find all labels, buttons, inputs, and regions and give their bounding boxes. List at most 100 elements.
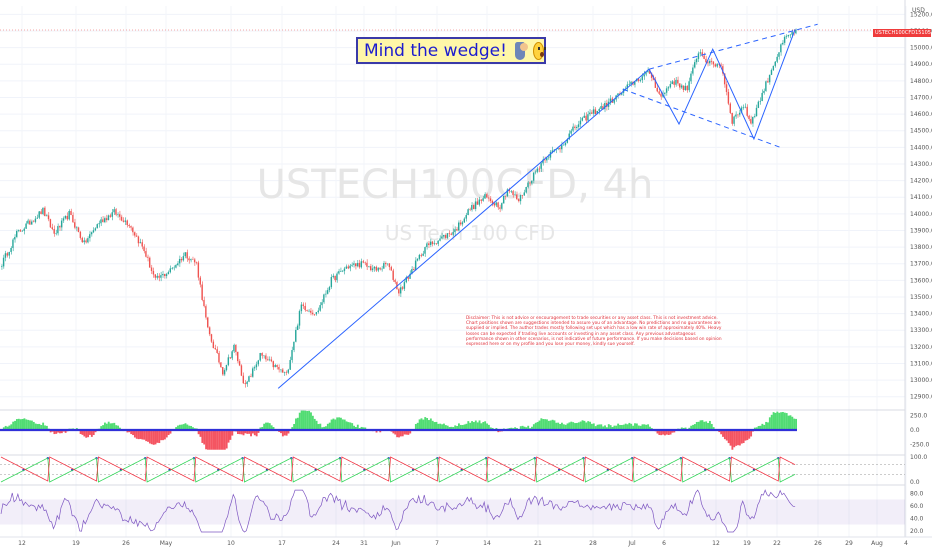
momentum-bar xyxy=(561,422,563,431)
momentum-bar xyxy=(737,430,739,446)
momentum-bar xyxy=(695,421,698,431)
momentum-bar xyxy=(205,430,208,450)
momentum-bar xyxy=(272,427,275,431)
momentum-bar xyxy=(521,425,524,431)
momentum-bar xyxy=(188,425,191,431)
momentum-bar xyxy=(59,430,61,434)
candle xyxy=(527,180,529,189)
candle xyxy=(64,215,67,220)
candle xyxy=(107,214,110,221)
candle xyxy=(57,223,59,236)
candle xyxy=(338,268,340,275)
candle xyxy=(87,236,89,244)
momentum-bar xyxy=(36,424,39,431)
candle xyxy=(369,264,372,272)
candle xyxy=(656,84,658,93)
rsi-tick-label: 60.0 xyxy=(910,503,924,510)
candle xyxy=(137,235,140,247)
candle xyxy=(14,234,16,243)
candle xyxy=(590,110,593,115)
time-tick-label: 14 xyxy=(483,540,491,547)
momentum-bar xyxy=(220,430,223,450)
momentum-bar xyxy=(147,430,149,442)
time-tick-label: 6 xyxy=(662,540,666,547)
momentum-bar xyxy=(10,424,13,431)
momentum-bar xyxy=(622,424,625,431)
momentum-bar xyxy=(456,426,458,431)
momentum-bar xyxy=(218,430,221,450)
candle xyxy=(472,203,475,210)
candle xyxy=(763,88,765,95)
candle xyxy=(671,79,673,85)
candle xyxy=(772,65,775,72)
momentum-bar xyxy=(190,425,193,431)
price-tick-label: 14400.0 xyxy=(910,144,932,151)
momentum-bar xyxy=(457,423,460,431)
momentum-bar xyxy=(287,430,290,434)
candle xyxy=(229,357,231,359)
price-tick-label: 14800.0 xyxy=(910,78,932,85)
candle xyxy=(699,49,702,57)
momentum-bar xyxy=(723,430,726,440)
candle xyxy=(169,265,171,274)
wedge-callout-text: Mind the wedge! xyxy=(364,40,507,61)
candle xyxy=(688,77,690,93)
candle xyxy=(752,116,754,127)
momentum-bar xyxy=(343,419,346,431)
candle xyxy=(692,64,694,76)
candle xyxy=(180,257,183,263)
candle xyxy=(167,270,170,275)
rsi-band xyxy=(0,499,905,525)
candle xyxy=(768,74,771,85)
candle xyxy=(677,76,679,86)
candle xyxy=(725,80,728,96)
momentum-bar xyxy=(340,417,342,431)
oscillator-tick-label: 100.0 xyxy=(910,454,927,461)
candle xyxy=(310,308,312,316)
momentum-bar xyxy=(662,430,665,435)
candle xyxy=(4,250,7,262)
oscillator-down-line xyxy=(0,456,796,482)
candle xyxy=(139,238,142,244)
momentum-bar xyxy=(328,422,331,431)
momentum-bar xyxy=(304,410,307,431)
candle xyxy=(325,290,327,298)
candle xyxy=(10,246,12,255)
momentum-bar xyxy=(471,421,473,431)
momentum-bar xyxy=(536,422,539,431)
candle xyxy=(1,264,3,270)
momentum-bar xyxy=(538,420,541,431)
candle xyxy=(94,227,97,232)
candle xyxy=(302,302,304,309)
candle xyxy=(60,217,63,231)
momentum-bar xyxy=(6,426,9,431)
candle xyxy=(266,356,269,361)
rsi-tick-label: 80.0 xyxy=(910,490,924,497)
candle xyxy=(351,262,353,267)
momentum-bar xyxy=(109,423,112,431)
time-tick-label: 24 xyxy=(332,540,340,547)
momentum-bar xyxy=(321,427,324,431)
momentum-bar xyxy=(759,425,762,431)
momentum-bar xyxy=(547,420,550,431)
candle xyxy=(416,258,419,262)
candle xyxy=(680,83,683,89)
momentum-bar xyxy=(394,430,397,435)
momentum-bar xyxy=(474,420,477,431)
momentum-bar xyxy=(152,430,155,445)
momentum-bar xyxy=(705,421,708,431)
time-axis[interactable]: 12 19 26 May 10 17 24 31 Jun 7 14 21 28 Jul 6 12 19 22 26 2… xyxy=(0,536,932,547)
price-axis[interactable]: 12900.0 13000.0 13100.0 13200.0 13300.0 13400… xyxy=(910,11,932,534)
candle xyxy=(708,59,711,66)
momentum-bar xyxy=(212,430,215,450)
candle xyxy=(240,364,243,377)
candle xyxy=(235,344,237,356)
momentum-bar xyxy=(761,423,764,431)
momentum-bar xyxy=(667,430,670,436)
momentum-bar xyxy=(92,430,95,436)
candle xyxy=(383,260,385,269)
currency-label: USD xyxy=(912,7,925,14)
candle xyxy=(182,252,185,262)
candle xyxy=(626,81,628,92)
